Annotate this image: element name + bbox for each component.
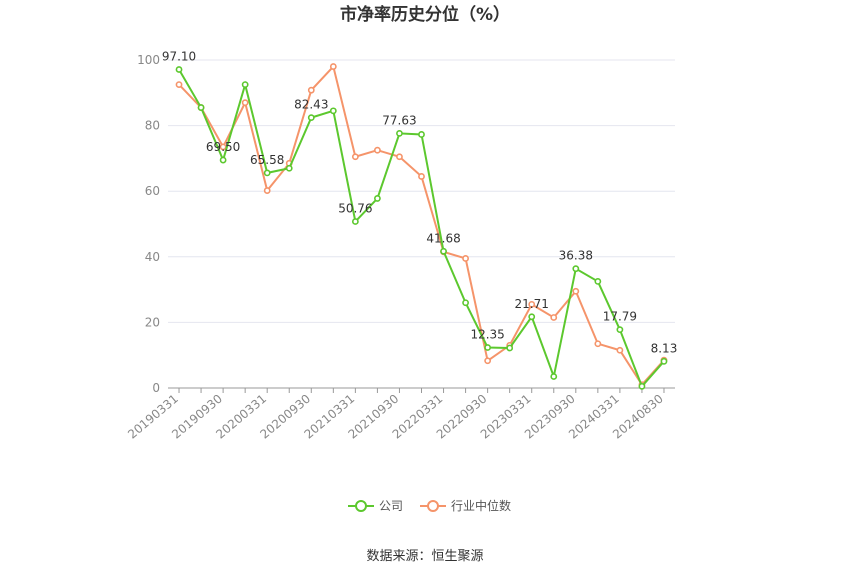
data-point	[484, 357, 492, 365]
data-point	[506, 344, 514, 352]
data-point	[418, 131, 425, 138]
chart-title: 市净率历史分位（%）	[340, 4, 510, 25]
data-label: 21.71	[515, 297, 549, 311]
data-point	[351, 153, 359, 161]
data-point	[285, 164, 293, 172]
data-point	[396, 153, 403, 161]
legend-item-company[interactable]: 公司	[348, 499, 403, 513]
data-point	[374, 195, 381, 202]
y-tick-label: 60	[145, 184, 160, 198]
y-axis: 0 20 40 60 80 100	[137, 53, 160, 395]
series-layer	[175, 63, 668, 390]
data-label: 17.79	[603, 310, 637, 324]
data-point	[374, 146, 381, 154]
data-point	[572, 265, 580, 273]
data-point	[219, 143, 227, 151]
data-point	[594, 277, 602, 285]
data-point	[462, 255, 469, 262]
data-point	[219, 156, 227, 164]
data-label: 12.35	[470, 327, 504, 341]
legend-swatch-marker	[355, 500, 367, 512]
data-point	[263, 187, 271, 194]
series-line	[178, 69, 665, 389]
series-industry-median	[175, 63, 668, 389]
data-point	[175, 66, 183, 73]
data-point	[616, 326, 624, 334]
data-point	[241, 81, 249, 88]
y-tick-label: 100	[137, 53, 160, 67]
legend: 公司 行业中位数	[348, 498, 511, 513]
data-label: 8.13	[651, 341, 678, 355]
legend-swatch-marker	[427, 500, 439, 512]
data-label: 65.58	[250, 153, 284, 167]
data-point	[550, 314, 558, 321]
data-point	[418, 173, 425, 180]
legend-label: 公司	[379, 499, 403, 513]
data-point	[329, 107, 337, 115]
data-point	[616, 346, 624, 354]
data-label: 41.68	[426, 231, 460, 245]
data-point	[660, 357, 668, 365]
data-point	[484, 344, 492, 351]
y-tick-label: 40	[145, 250, 160, 264]
data-point	[462, 299, 469, 307]
data-point	[638, 382, 646, 390]
data-label: 82.43	[294, 98, 328, 112]
legend-item-industry-median[interactable]: 行业中位数	[420, 498, 511, 513]
data-point	[396, 129, 403, 137]
y-tick-label: 20	[145, 315, 160, 329]
data-point	[307, 86, 315, 94]
data-point	[307, 114, 315, 122]
data-labels: 97.10 69.50 65.58 82.43 50.76 77.63 41.68 12.35…	[162, 50, 677, 356]
data-point	[572, 287, 580, 295]
x-axis: 2019033120190930202003312020093020210331…	[125, 387, 675, 442]
data-point	[175, 81, 183, 88]
data-point	[440, 247, 447, 255]
data-point	[197, 104, 205, 111]
data-label: 77.63	[382, 113, 416, 127]
grid-lines	[168, 59, 675, 323]
data-point	[329, 63, 337, 70]
data-point	[241, 99, 249, 107]
data-label: 50.76	[338, 202, 372, 216]
data-point	[263, 169, 271, 177]
y-tick-label: 0	[152, 381, 160, 395]
data-label: 97.10	[162, 50, 196, 64]
data-label: 69.50	[206, 140, 240, 154]
data-point	[550, 373, 558, 380]
data-point	[594, 340, 602, 348]
y-tick-label: 80	[145, 119, 160, 133]
data-point	[351, 218, 359, 225]
data-label: 36.38	[559, 249, 593, 263]
series-company	[175, 66, 668, 390]
source-note: 数据来源：恒生聚源	[366, 549, 483, 564]
data-point	[528, 313, 536, 321]
legend-label: 行业中位数	[451, 498, 511, 513]
data-point	[528, 300, 536, 308]
